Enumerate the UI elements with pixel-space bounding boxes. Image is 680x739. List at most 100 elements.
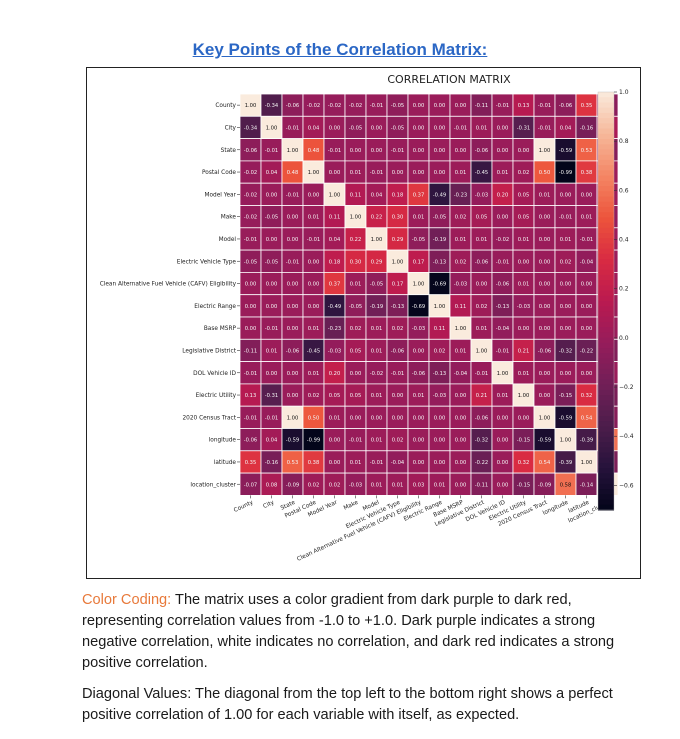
colorbar-segment [598, 384, 614, 391]
colorbar-segment [598, 180, 614, 187]
cell-value-label: -0.01 [265, 415, 278, 421]
colorbar-segment [598, 217, 614, 224]
cell-value-label: 0.13 [245, 393, 257, 399]
cell-value-label: -0.01 [538, 103, 551, 109]
diagonal-values-paragraph: Diagonal Values: The diagonal from the t… [82, 686, 613, 723]
cell-value-label: -0.01 [307, 237, 320, 243]
cell-value-label: 0.02 [392, 438, 404, 444]
cell-value-label: 0.17 [392, 282, 404, 288]
cell-value-label: 0.18 [329, 259, 341, 265]
cell-value-label: 0.00 [518, 326, 530, 332]
cell-value-label: 0.05 [350, 393, 362, 399]
cell-value-label: -0.19 [433, 237, 446, 243]
cell-value-label: 0.17 [413, 259, 425, 265]
colorbar-segment [598, 201, 614, 208]
colorbar-segment [598, 107, 614, 114]
colorbar-segment [598, 316, 614, 323]
cell-value-label: 0.00 [266, 304, 278, 310]
cell-value-label: 0.21 [518, 348, 530, 354]
cell-value-label: -0.01 [370, 103, 383, 109]
cell-value-label: 0.00 [371, 415, 383, 421]
cell-value-label: 0.01 [350, 282, 362, 288]
cell-value-label: -0.49 [328, 304, 341, 310]
cell-value-label: 0.37 [329, 282, 341, 288]
cell-value-label: -0.04 [454, 371, 468, 377]
cell-value-label: 1.00 [266, 125, 278, 131]
cell-value-label: 0.54 [539, 460, 551, 466]
cell-value-label: 0.00 [455, 460, 467, 466]
cell-value-label: 0.00 [245, 326, 257, 332]
colorbar-segment [598, 175, 614, 182]
cell-value-label: -0.15 [517, 482, 530, 488]
cell-value-label: -0.02 [244, 215, 257, 221]
colorbar-segment [598, 301, 614, 307]
cell-value-label: -0.04 [391, 460, 405, 466]
colorbar-tick-label: −0.4 [619, 433, 634, 440]
colorbar-segment [598, 238, 614, 245]
cell-value-label: 0.00 [308, 304, 320, 310]
cell-value-label: 0.05 [518, 192, 530, 198]
cell-value-label: -0.01 [286, 125, 299, 131]
colorbar-tick-label: 0.4 [619, 237, 629, 244]
cell-value-label: 0.20 [329, 371, 341, 377]
cell-value-label: 0.00 [560, 326, 572, 332]
cell-value-label: -0.13 [391, 304, 404, 310]
cell-value-label: 0.32 [518, 460, 530, 466]
colorbar-segment [598, 421, 614, 427]
cell-value-label: 1.00 [581, 460, 593, 466]
cell-value-label: 0.01 [413, 393, 425, 399]
cell-value-label: 0.08 [266, 482, 278, 488]
y-tick-label: DOL Vehicle ID [193, 371, 236, 377]
cell-value-label: 1.00 [287, 415, 299, 421]
colorbar-segment [598, 410, 614, 417]
cell-value-label: 0.00 [455, 415, 467, 421]
cell-value-label: -0.01 [349, 438, 362, 444]
cell-value-label: -0.59 [538, 438, 551, 444]
cell-value-label: -0.05 [349, 304, 362, 310]
cell-value-label: 0.04 [308, 125, 320, 131]
cell-value-label: 0.00 [413, 438, 425, 444]
cell-value-label: 0.00 [497, 125, 509, 131]
cell-value-label: 0.00 [329, 170, 341, 176]
cell-value-label: 0.03 [413, 482, 425, 488]
cell-value-label: -0.06 [286, 348, 299, 354]
cell-value-label: 0.29 [371, 259, 383, 265]
colorbar-segment [598, 290, 614, 297]
cell-value-label: -0.45 [307, 348, 320, 354]
colorbar-tick-label: −0.2 [619, 384, 634, 391]
cell-value-label: 0.35 [581, 103, 593, 109]
cell-value-label: -0.31 [265, 393, 278, 399]
cell-value-label: -0.02 [370, 371, 383, 377]
cell-value-label: -0.34 [265, 103, 279, 109]
cell-value-label: 1.00 [245, 103, 257, 109]
cell-value-label: -0.11 [475, 103, 488, 109]
cell-value-label: 0.00 [329, 460, 341, 466]
cell-value-label: 0.29 [392, 237, 404, 243]
cell-value-label: 0.01 [476, 125, 488, 131]
cell-value-label: 0.01 [371, 348, 383, 354]
y-tick-label: Base MSRP [204, 326, 237, 332]
colorbar-segment [598, 395, 614, 401]
cell-value-label: -0.13 [433, 259, 446, 265]
y-tick-label: County [215, 103, 236, 109]
y-tick-label: Postal Code [202, 170, 236, 176]
cell-value-label: 0.02 [455, 259, 467, 265]
cell-value-label: -0.06 [244, 148, 257, 154]
cell-value-label: -0.09 [538, 482, 551, 488]
cell-value-label: 0.00 [455, 148, 467, 154]
cell-value-label: 0.01 [350, 460, 362, 466]
cell-value-label: -0.99 [307, 438, 320, 444]
cell-value-label: 0.54 [581, 415, 593, 421]
cell-value-label: 0.00 [287, 215, 299, 221]
cell-value-label: 1.00 [539, 415, 551, 421]
cell-value-label: 0.00 [308, 259, 320, 265]
cell-value-label: 0.00 [539, 215, 551, 221]
cell-value-label: 0.00 [287, 326, 299, 332]
cell-value-label: 0.00 [434, 125, 446, 131]
cell-value-label: 0.00 [392, 415, 404, 421]
colorbar-segment [598, 457, 614, 464]
cell-value-label: -0.03 [433, 393, 446, 399]
cell-value-label: 0.50 [308, 415, 320, 421]
cell-value-label: 0.00 [539, 259, 551, 265]
cell-value-label: -0.04 [496, 326, 510, 332]
